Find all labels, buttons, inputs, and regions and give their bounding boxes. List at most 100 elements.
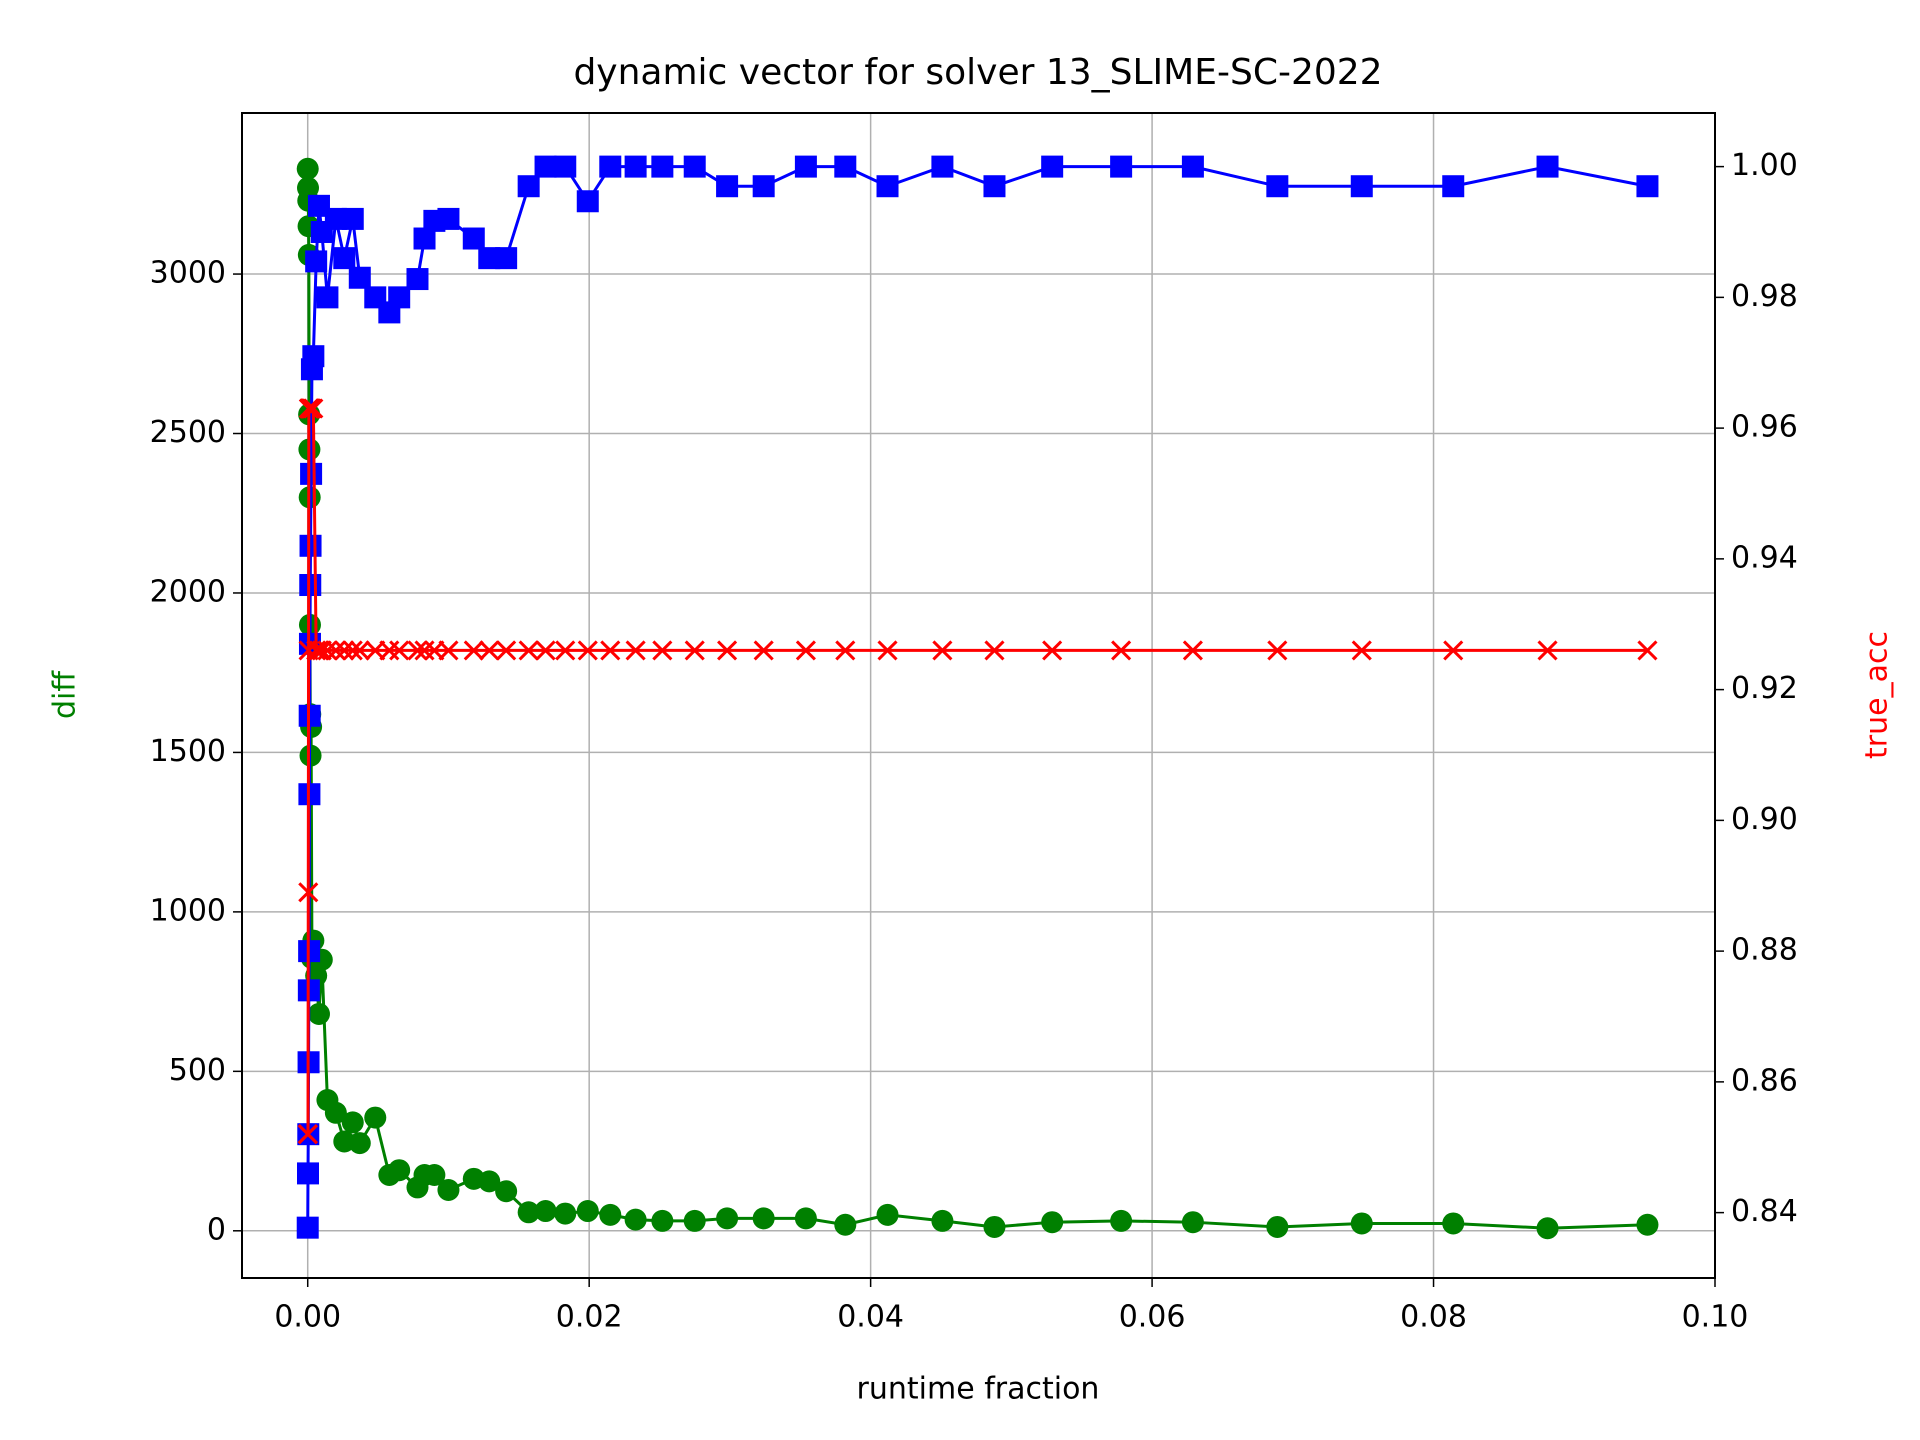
- marker: [413, 227, 436, 250]
- marker: [554, 155, 577, 178]
- marker: [437, 1178, 460, 1201]
- marker: [348, 266, 371, 289]
- y2-tick-label: 0.90: [1731, 802, 1798, 837]
- marker: [1351, 640, 1372, 661]
- marker: [1537, 640, 1558, 661]
- marker: [599, 155, 622, 178]
- marker: [1266, 1215, 1289, 1238]
- marker: [625, 640, 646, 661]
- marker: [877, 640, 898, 661]
- marker: [414, 640, 435, 661]
- marker: [1041, 1211, 1064, 1234]
- marker: [333, 247, 356, 270]
- marker: [496, 640, 517, 661]
- marker: [517, 175, 540, 198]
- marker: [518, 640, 539, 661]
- marker: [462, 227, 485, 250]
- marker: [1636, 175, 1659, 198]
- marker: [835, 640, 856, 661]
- y2-tick-label: 0.88: [1731, 933, 1798, 968]
- marker: [931, 1209, 954, 1232]
- marker: [296, 1216, 319, 1239]
- marker: [316, 286, 339, 309]
- marker: [364, 1106, 387, 1129]
- marker: [305, 250, 328, 273]
- marker: [437, 207, 460, 230]
- y-tick-label: 0: [207, 1212, 226, 1247]
- marker: [334, 640, 355, 661]
- y2-tick-label: 1.00: [1731, 148, 1798, 183]
- marker: [379, 640, 400, 661]
- marker: [932, 640, 953, 661]
- marker: [317, 640, 338, 661]
- marker: [341, 207, 364, 230]
- marker: [1181, 155, 1204, 178]
- marker: [534, 1200, 557, 1223]
- marker: [1536, 1217, 1559, 1240]
- marker: [684, 640, 705, 661]
- marker: [388, 1159, 411, 1182]
- y-tick-label: 2000: [150, 574, 226, 609]
- marker: [576, 1200, 599, 1223]
- marker: [535, 640, 556, 661]
- x-tick-label: 0.06: [1119, 1300, 1186, 1335]
- marker: [716, 1207, 739, 1230]
- marker: [577, 640, 598, 661]
- marker: [423, 1163, 446, 1186]
- y2-tick-label: 0.96: [1731, 410, 1798, 445]
- marker: [1443, 640, 1464, 661]
- marker: [599, 1203, 622, 1226]
- marker: [683, 155, 706, 178]
- y-tick-label: 500: [169, 1053, 226, 1088]
- x-tick-label: 0.04: [837, 1300, 904, 1335]
- marker: [624, 1208, 647, 1231]
- marker: [1042, 640, 1063, 661]
- marker: [1111, 640, 1132, 661]
- plot-frame: [241, 112, 1716, 1279]
- marker: [302, 345, 325, 368]
- marker: [307, 1002, 330, 1025]
- y-axis-label: diff: [48, 670, 83, 719]
- marker: [389, 640, 410, 661]
- y-tick-label: 3000: [150, 256, 226, 291]
- y2-axis-label: true_acc: [1860, 631, 1895, 759]
- marker: [349, 640, 370, 661]
- marker: [534, 155, 557, 178]
- marker: [1267, 640, 1288, 661]
- y-tick-label: 2500: [150, 415, 226, 450]
- chart-title: dynamic vector for solver 13_SLIME-SC-20…: [573, 52, 1382, 93]
- marker: [716, 175, 739, 198]
- marker: [348, 1132, 371, 1155]
- marker: [600, 640, 621, 661]
- marker: [297, 1162, 320, 1185]
- marker: [463, 640, 484, 661]
- x-tick-label: 0.10: [1682, 1300, 1749, 1335]
- marker: [300, 462, 323, 485]
- marker: [1041, 155, 1064, 178]
- marker: [1110, 155, 1133, 178]
- marker: [478, 1170, 501, 1193]
- marker: [876, 175, 899, 198]
- marker: [752, 1207, 775, 1230]
- marker: [554, 1202, 577, 1225]
- marker: [834, 1213, 857, 1236]
- marker: [983, 175, 1006, 198]
- y-tick-label: 1000: [150, 893, 226, 928]
- marker: [407, 640, 428, 661]
- marker: [341, 1111, 364, 1134]
- marker: [1350, 175, 1373, 198]
- marker: [652, 640, 673, 661]
- x-tick-label: 0.02: [556, 1300, 623, 1335]
- marker: [984, 640, 1005, 661]
- marker: [624, 155, 647, 178]
- marker: [931, 155, 954, 178]
- marker: [299, 574, 322, 597]
- x-tick-label: 0.08: [1400, 1300, 1467, 1335]
- series-line: [306, 406, 1648, 1136]
- x-tick-label: 0.00: [274, 1300, 341, 1335]
- marker: [983, 1215, 1006, 1238]
- marker: [296, 157, 319, 180]
- marker: [1442, 175, 1465, 198]
- marker: [495, 247, 518, 270]
